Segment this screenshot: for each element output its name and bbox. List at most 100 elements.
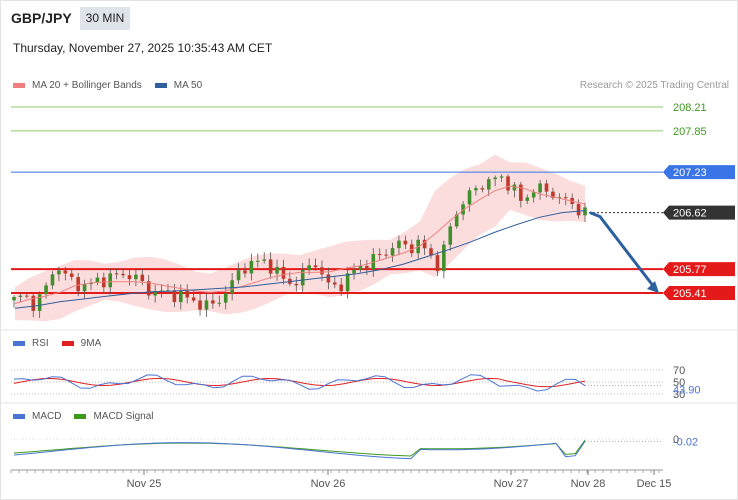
candle-body [89,282,93,285]
report-datetime: Thursday, November 27, 2025 10:35:43 AM … [13,41,273,55]
candle-body [37,294,42,311]
candle-body [448,226,453,245]
candle-body [134,274,138,280]
level-label-207.23: 207.23 [673,167,707,179]
ma20-swatch [13,83,25,88]
level-tag-shape [663,165,735,180]
candle-body [345,273,350,292]
candle-body [377,254,382,256]
rsi-last-label: 43.90 [673,385,701,397]
candle-body [198,300,202,310]
bollinger-band [15,154,585,322]
rsi-tick-30: 30 [673,389,685,401]
macd-signal-legend-label: MACD Signal [93,411,154,422]
price-legend: MA 20 + Bollinger Bands MA 50 [13,80,202,91]
candle-body [551,191,555,198]
candle-body [57,270,61,275]
timeframe-button[interactable]: 30 MIN [80,7,130,30]
candle-body [467,190,472,205]
level-label-205.41: 205.41 [673,288,707,300]
candle-body [127,275,132,280]
macd-legend: MACD MACD Signal [13,411,153,422]
level-label-207.85: 207.85 [673,126,707,138]
candle-body [486,179,491,190]
macd-signal-swatch [74,414,87,419]
candle-body [262,259,267,261]
candle-body [76,277,80,292]
candle-body [191,297,196,301]
candle-body [268,259,273,274]
candle-body [31,295,36,311]
candle-body [576,203,581,216]
rsi-swatch [13,341,25,346]
candle-body [313,265,318,268]
level-tag-207.23: 207.23 [663,165,735,180]
candle-body [435,255,440,272]
projection-arrow [589,211,656,288]
candle-body [307,265,311,271]
candle-body [179,291,183,303]
rsi-ma-legend-label: 9MA [80,338,102,349]
candle-body [69,273,74,278]
candle-body [429,248,433,256]
rsi-legend-label: RSI [32,338,49,349]
candle-body [223,293,228,303]
x-tick-label: Nov 27 [494,478,529,490]
candle-body [320,267,324,275]
candle-body [236,270,241,281]
rsi-legend: RSI 9MA [13,338,101,349]
level-tag-205.41: 205.41 [663,286,735,300]
macd-tick-0: 0 [673,434,679,446]
candle-body [365,265,369,270]
candle-body [153,291,157,296]
ma50-swatch [154,83,167,88]
candle-body [172,290,177,303]
candle-body [146,281,151,296]
candle-body [512,184,517,191]
x-tick-label: Nov 25 [127,478,162,490]
candle-body [300,270,305,286]
macd-line [13,441,586,460]
candle-body [140,274,145,282]
rsi-ma-line [13,377,586,388]
candle-body [275,266,279,274]
candle-body [531,192,536,198]
candle-body [204,300,209,310]
level-tag-206.62: 206.62 [663,205,735,220]
candle-body [454,214,459,227]
level-tag-shape [663,286,735,300]
x-tick-label: Dec 15 [637,478,672,490]
candle-body [82,284,87,292]
candle-body [281,266,286,279]
macd-legend-label: MACD [32,411,62,422]
candle-body [583,207,587,216]
candle-body [230,280,234,294]
candle-body [121,273,125,276]
candle-body [557,197,562,199]
candle-body [339,284,344,292]
candle-body [403,240,408,245]
candle-body [249,260,254,274]
x-tick-label: Nov 28 [571,478,606,490]
candle-body [519,184,523,201]
rsi-line [13,374,586,392]
candle-body [185,291,190,298]
macd-last-label: -0.02 [673,436,698,448]
candle-body [538,183,542,193]
ma50-legend-label: MA 50 [173,80,203,91]
candle-body [352,269,356,274]
symbol-title: GBP/JPY [11,10,72,26]
candle-body [563,197,568,199]
rsi-ma-swatch [61,341,74,346]
candle-body [358,265,363,270]
candle-body [102,277,106,288]
candle-body [493,177,497,180]
credit-text: Research © 2025 Trading Central [579,80,729,91]
candle-body [422,239,427,249]
candle-body [474,188,478,191]
candle-body [499,176,504,178]
candle-body [544,183,549,192]
candle-body [326,274,331,283]
rsi-tick-50: 50 [673,377,685,389]
